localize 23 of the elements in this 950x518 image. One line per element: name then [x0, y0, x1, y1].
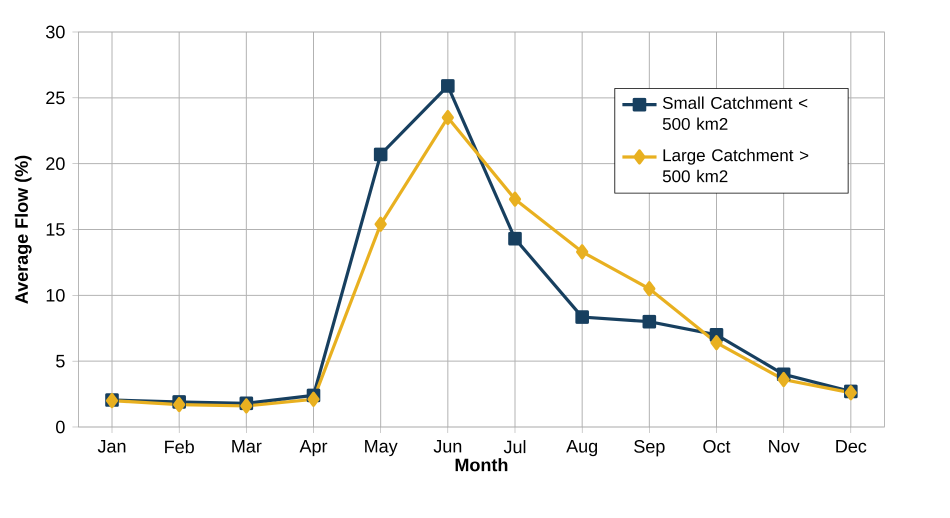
- x-tick-label: Oct: [703, 440, 730, 453]
- x-tick-label: Dec: [836, 440, 866, 453]
- x-tick-label: Apr: [300, 440, 328, 456]
- x-tick-label: Sep: [634, 440, 665, 456]
- x-tick-label: Aug: [566, 440, 598, 456]
- x-tick-label: Feb: [165, 440, 194, 454]
- x-tick-label: Jul: [504, 440, 526, 454]
- y-tick-label: 15: [46, 223, 65, 236]
- legend-label: Large Catchment > 500 km2: [662, 148, 808, 182]
- x-tick-label: Jun: [434, 440, 462, 453]
- x-tick-label: Mar: [232, 440, 262, 453]
- x-tick-label: May: [365, 440, 398, 456]
- y-tick-label: 5: [56, 354, 65, 368]
- x-tick-label: Jan: [98, 440, 126, 453]
- x-tick-label: Nov: [769, 440, 800, 453]
- y-axis-title: Average Flow (%): [14, 156, 32, 304]
- y-tick-label: 10: [46, 288, 65, 302]
- y-tick-label: 20: [46, 157, 65, 170]
- y-tick-label: 30: [46, 26, 65, 38]
- y-tick-label: 0: [56, 420, 65, 434]
- y-tick-label: 25: [46, 91, 65, 104]
- legend-label: Small Catchment < 500 km2: [662, 96, 808, 130]
- x-axis-title: Month: [456, 458, 508, 472]
